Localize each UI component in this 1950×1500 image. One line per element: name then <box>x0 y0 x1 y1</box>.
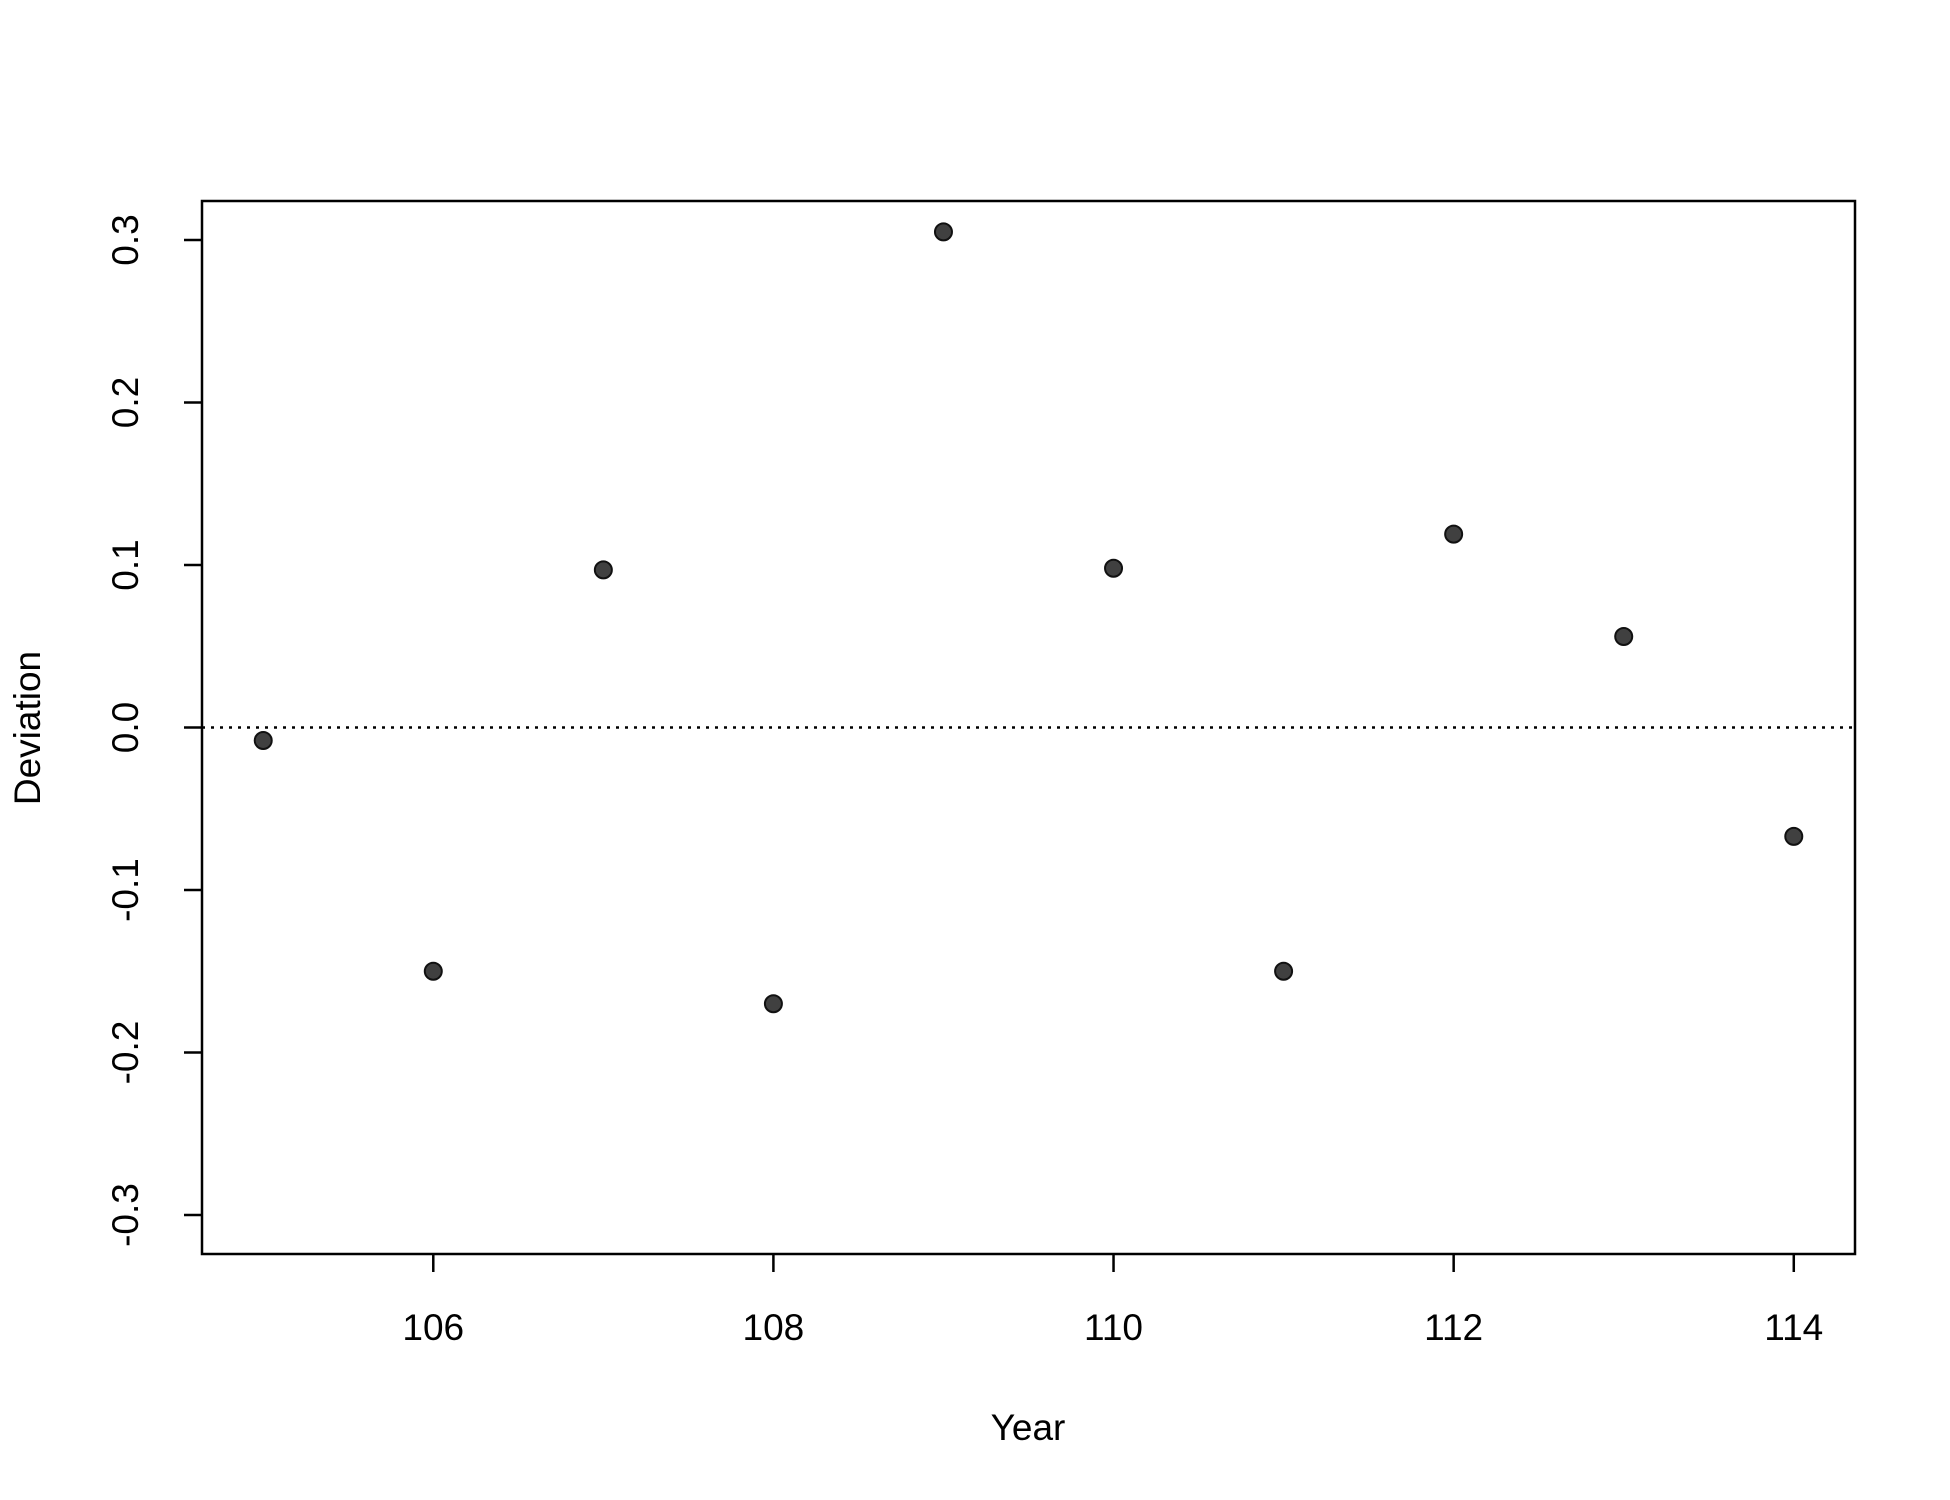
point <box>933 222 953 242</box>
x-tick-label: 106 <box>402 1307 464 1348</box>
point <box>1274 961 1294 981</box>
point <box>1104 558 1124 578</box>
y-axis-label: Deviation <box>7 651 48 805</box>
point <box>1784 826 1804 846</box>
point <box>1444 524 1464 544</box>
point <box>593 560 613 580</box>
y-tick-label: -0.2 <box>105 1021 146 1085</box>
point <box>763 994 783 1014</box>
point <box>1614 627 1634 646</box>
x-tick-label: 110 <box>1084 1307 1143 1348</box>
x-axis-label: Year <box>991 1407 1066 1448</box>
x-tick-label: 108 <box>743 1307 805 1348</box>
point <box>253 731 273 750</box>
y-tick-label: 0.1 <box>105 539 146 590</box>
point <box>423 961 443 981</box>
y-tick-label: 0.2 <box>105 377 146 428</box>
y-tick-label: 0.0 <box>105 702 146 753</box>
y-tick-label: 0.3 <box>105 214 146 265</box>
y-tick-label: -0.1 <box>105 858 146 922</box>
x-tick-label: 114 <box>1764 1307 1823 1348</box>
y-tick-label: -0.3 <box>105 1183 146 1247</box>
x-tick-label: 112 <box>1424 1307 1483 1348</box>
